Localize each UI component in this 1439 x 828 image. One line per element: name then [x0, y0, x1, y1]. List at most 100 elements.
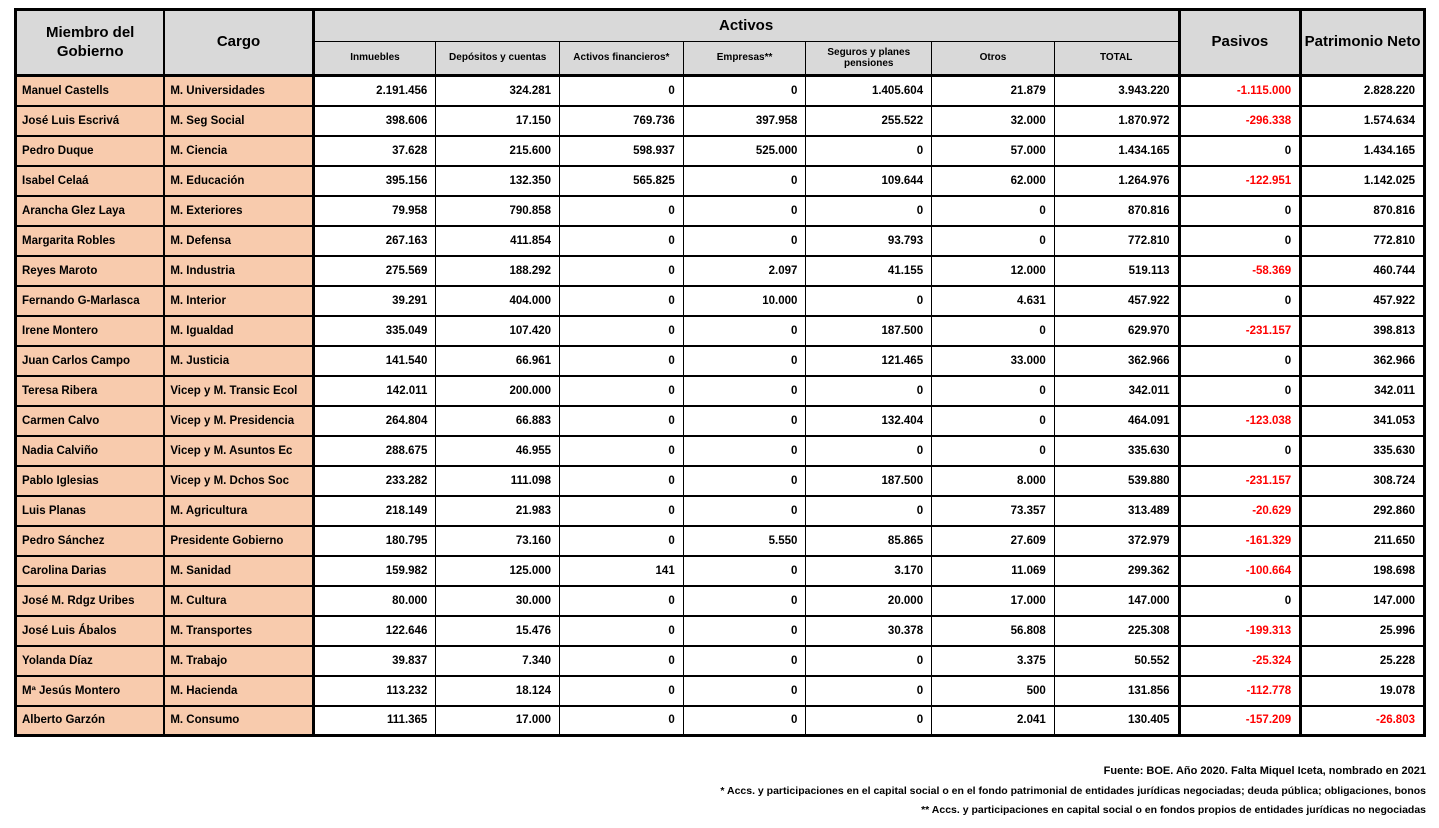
asset-value-cell: 3.375 — [931, 644, 1055, 677]
member-cell: Alberto Garzón — [15, 704, 165, 737]
table-row: Fernando G-Marlasca M. Interior 39.291 404.… — [15, 284, 1425, 317]
asset-value-cell: 27.609 — [931, 524, 1055, 557]
asset-value-cell: 264.804 — [311, 404, 437, 437]
asset-value-cell: 0 — [559, 404, 684, 437]
member-cell: Mª Jesús Montero — [15, 674, 165, 707]
asset-value-cell: 109.644 — [805, 164, 933, 197]
asset-value-cell: 629.970 — [1053, 314, 1180, 347]
pasivos-cell: -199.313 — [1177, 614, 1302, 647]
pasivos-cell: 0 — [1177, 584, 1302, 617]
asset-value-cell: 0 — [805, 644, 933, 677]
asset-value-cell: 464.091 — [1053, 404, 1180, 437]
asset-value-cell: 132.404 — [805, 404, 933, 437]
asset-value-cell: 0 — [559, 494, 684, 527]
asset-value-cell: 565.825 — [559, 164, 684, 197]
asset-value-cell: 267.163 — [311, 224, 437, 257]
patrimonio-cell: 342.011 — [1299, 374, 1425, 407]
asset-value-cell: 0 — [682, 614, 807, 647]
asset-value-cell: 457.922 — [1053, 284, 1180, 317]
asset-value-cell: 225.308 — [1053, 614, 1180, 647]
table-row: Teresa Ribera Vicep y M. Transic Ecol 142.… — [15, 374, 1425, 407]
table-row: Isabel Celaá M. Educación 395.156 132.350 56… — [15, 164, 1425, 197]
asset-value-cell: 275.569 — [311, 254, 437, 287]
asset-value-cell: 0 — [559, 614, 684, 647]
patrimonio-cell: 147.000 — [1299, 584, 1425, 617]
patrimonio-cell: 341.053 — [1299, 404, 1425, 437]
asset-value-cell: 0 — [805, 704, 933, 737]
table-row: Carmen Calvo Vicep y M. Presidencia 264.80… — [15, 404, 1425, 437]
asset-value-cell: 0 — [805, 494, 933, 527]
asset-value-cell: 41.155 — [805, 254, 933, 287]
asset-value-cell: 159.982 — [311, 554, 437, 587]
table-row: Pablo Iglesias Vicep y M. Dchos Soc 233.28… — [15, 464, 1425, 497]
asset-value-cell: 0 — [559, 704, 684, 737]
asset-value-cell: 870.816 — [1053, 194, 1180, 227]
asset-value-cell: 0 — [931, 224, 1055, 257]
asset-value-cell: 0 — [682, 224, 807, 257]
asset-value-cell: 0 — [805, 134, 933, 167]
member-cell: Pedro Sánchez — [15, 524, 165, 557]
member-cell: Isabel Celaá — [15, 164, 165, 197]
asset-value-cell: 0 — [559, 374, 684, 407]
table-row: Pedro Sánchez Presidente Gobierno 180.795 7… — [15, 524, 1425, 557]
asset-value-cell: 0 — [682, 554, 807, 587]
asset-value-cell: 2.191.456 — [311, 74, 437, 107]
asset-value-cell: 769.736 — [559, 104, 684, 137]
asset-value-cell: 56.808 — [931, 614, 1055, 647]
asset-value-cell: 8.000 — [931, 464, 1055, 497]
asset-value-cell: 0 — [682, 674, 807, 707]
asset-value-cell: 0 — [559, 434, 684, 467]
pasivos-cell: -20.629 — [1177, 494, 1302, 527]
table-row: Juan Carlos Campo M. Justicia 141.540 66.96… — [15, 344, 1425, 377]
member-cell: Manuel Castells — [15, 74, 165, 107]
asset-value-cell: 46.955 — [435, 434, 561, 467]
cargo-cell: M. Igualdad — [163, 314, 314, 347]
col-header-empresas: Empresas** — [682, 41, 807, 76]
asset-value-cell: 7.340 — [435, 644, 561, 677]
asset-value-cell: 141.540 — [311, 344, 437, 377]
asset-value-cell: 362.966 — [1053, 344, 1180, 377]
asset-value-cell: 18.124 — [435, 674, 561, 707]
col-header-patrimonio: Patrimonio Neto — [1299, 9, 1425, 76]
asset-value-cell: 0 — [682, 164, 807, 197]
pasivos-cell: -157.209 — [1177, 704, 1302, 737]
asset-value-cell: 107.420 — [435, 314, 561, 347]
member-cell: Reyes Maroto — [15, 254, 165, 287]
pasivos-cell: 0 — [1177, 224, 1302, 257]
cargo-cell: M. Industria — [163, 254, 314, 287]
table-row: Margarita Robles M. Defensa 267.163 411.854… — [15, 224, 1425, 257]
asset-value-cell: 187.500 — [805, 464, 933, 497]
table-row: José M. Rdgz Uribes M. Cultura 80.000 30.00… — [15, 584, 1425, 617]
table-footer: Fuente: BOE. Año 2020. Falta Miquel Icet… — [14, 765, 1426, 823]
cargo-cell: M. Seg Social — [163, 104, 314, 137]
asset-value-cell: 32.000 — [931, 104, 1055, 137]
member-cell: Pablo Iglesias — [15, 464, 165, 497]
asset-value-cell: 0 — [931, 434, 1055, 467]
asset-value-cell: 142.011 — [311, 374, 437, 407]
asset-value-cell: 539.880 — [1053, 464, 1180, 497]
asset-value-cell: 0 — [559, 644, 684, 677]
asset-value-cell: 131.856 — [1053, 674, 1180, 707]
asset-value-cell: 30.378 — [805, 614, 933, 647]
footnote-1: * Accs. y participaciones en el capital … — [720, 785, 1426, 797]
table-row: Mª Jesús Montero M. Hacienda 113.232 18.124… — [15, 674, 1425, 707]
asset-value-cell: 288.675 — [311, 434, 437, 467]
pasivos-cell: -58.369 — [1177, 254, 1302, 287]
cargo-cell: M. Consumo — [163, 704, 314, 737]
asset-value-cell: 1.264.976 — [1053, 164, 1180, 197]
asset-value-cell: 85.865 — [805, 524, 933, 557]
source-note: Fuente: BOE. Año 2020. Falta Miquel Icet… — [1103, 765, 1426, 777]
table-row: Carolina Darias M. Sanidad 159.982 125.000 1… — [15, 554, 1425, 587]
cargo-cell: Vicep y M. Presidencia — [163, 404, 314, 437]
patrimonio-cell: 211.650 — [1299, 524, 1425, 557]
asset-value-cell: 17.000 — [435, 704, 561, 737]
asset-value-cell: 0 — [682, 434, 807, 467]
asset-value-cell: 335.049 — [311, 314, 437, 347]
asset-value-cell: 147.000 — [1053, 584, 1180, 617]
asset-value-cell: 111.365 — [311, 704, 437, 737]
asset-value-cell: 299.362 — [1053, 554, 1180, 587]
patrimonio-cell: 292.860 — [1299, 494, 1425, 527]
patrimonio-cell: 335.630 — [1299, 434, 1425, 467]
patrimonio-cell: 198.698 — [1299, 554, 1425, 587]
cargo-cell: Vicep y M. Dchos Soc — [163, 464, 314, 497]
